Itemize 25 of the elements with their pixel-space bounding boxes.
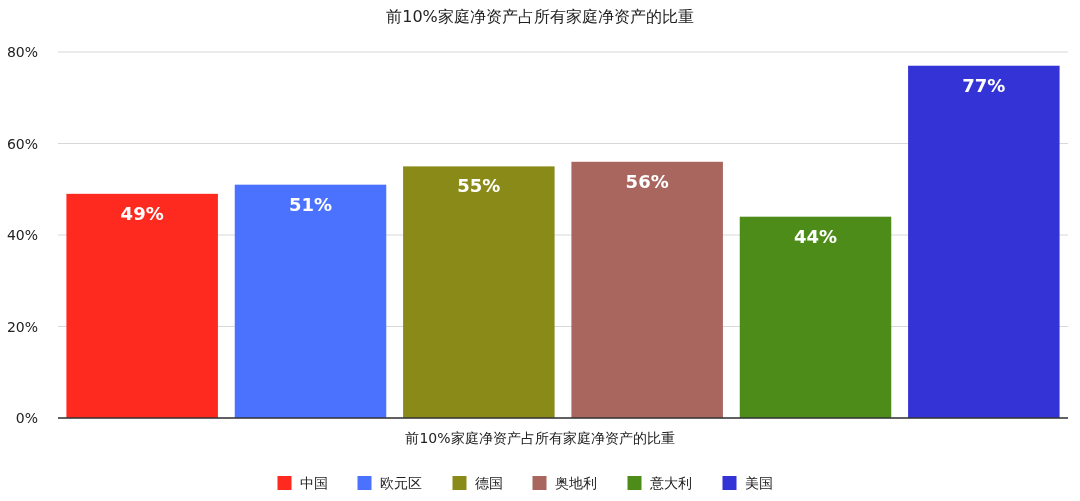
legend-label: 中国 <box>299 475 328 491</box>
德国: 55% <box>403 166 555 418</box>
data-label: 44% <box>793 225 838 247</box>
data-label: 56% <box>625 170 669 192</box>
data-label: 49% <box>120 202 164 224</box>
y-tick-label: 80% <box>6 44 38 60</box>
data-label: 77% <box>962 74 1006 96</box>
y-tick-label: 0% <box>15 410 38 426</box>
x-axis-title: 前10%家庭净资产占所有家庭净资产的比重 <box>405 430 675 446</box>
中国: 49% <box>66 193 218 418</box>
legend-label: 美国 <box>744 475 773 491</box>
data-label: 55% <box>457 175 501 197</box>
legend-label: 欧元区 <box>379 475 422 491</box>
legend-label: 德国 <box>474 475 503 491</box>
y-tick-label: 60% <box>6 135 38 152</box>
legend-label: 奥地利 <box>554 475 597 491</box>
奥地利: 56% <box>571 161 723 418</box>
y-tick-label: 20% <box>6 318 38 335</box>
chart-title: 前10%家庭净资产占所有家庭净资产的比重 <box>386 7 694 26</box>
legend-label: 意大利 <box>648 475 692 491</box>
data-label: 51% <box>288 193 333 215</box>
意大利: 44% <box>739 216 892 418</box>
美国: 77% <box>908 65 1060 418</box>
欧元区: 51% <box>234 184 387 418</box>
y-tick-label: 40% <box>6 227 38 243</box>
